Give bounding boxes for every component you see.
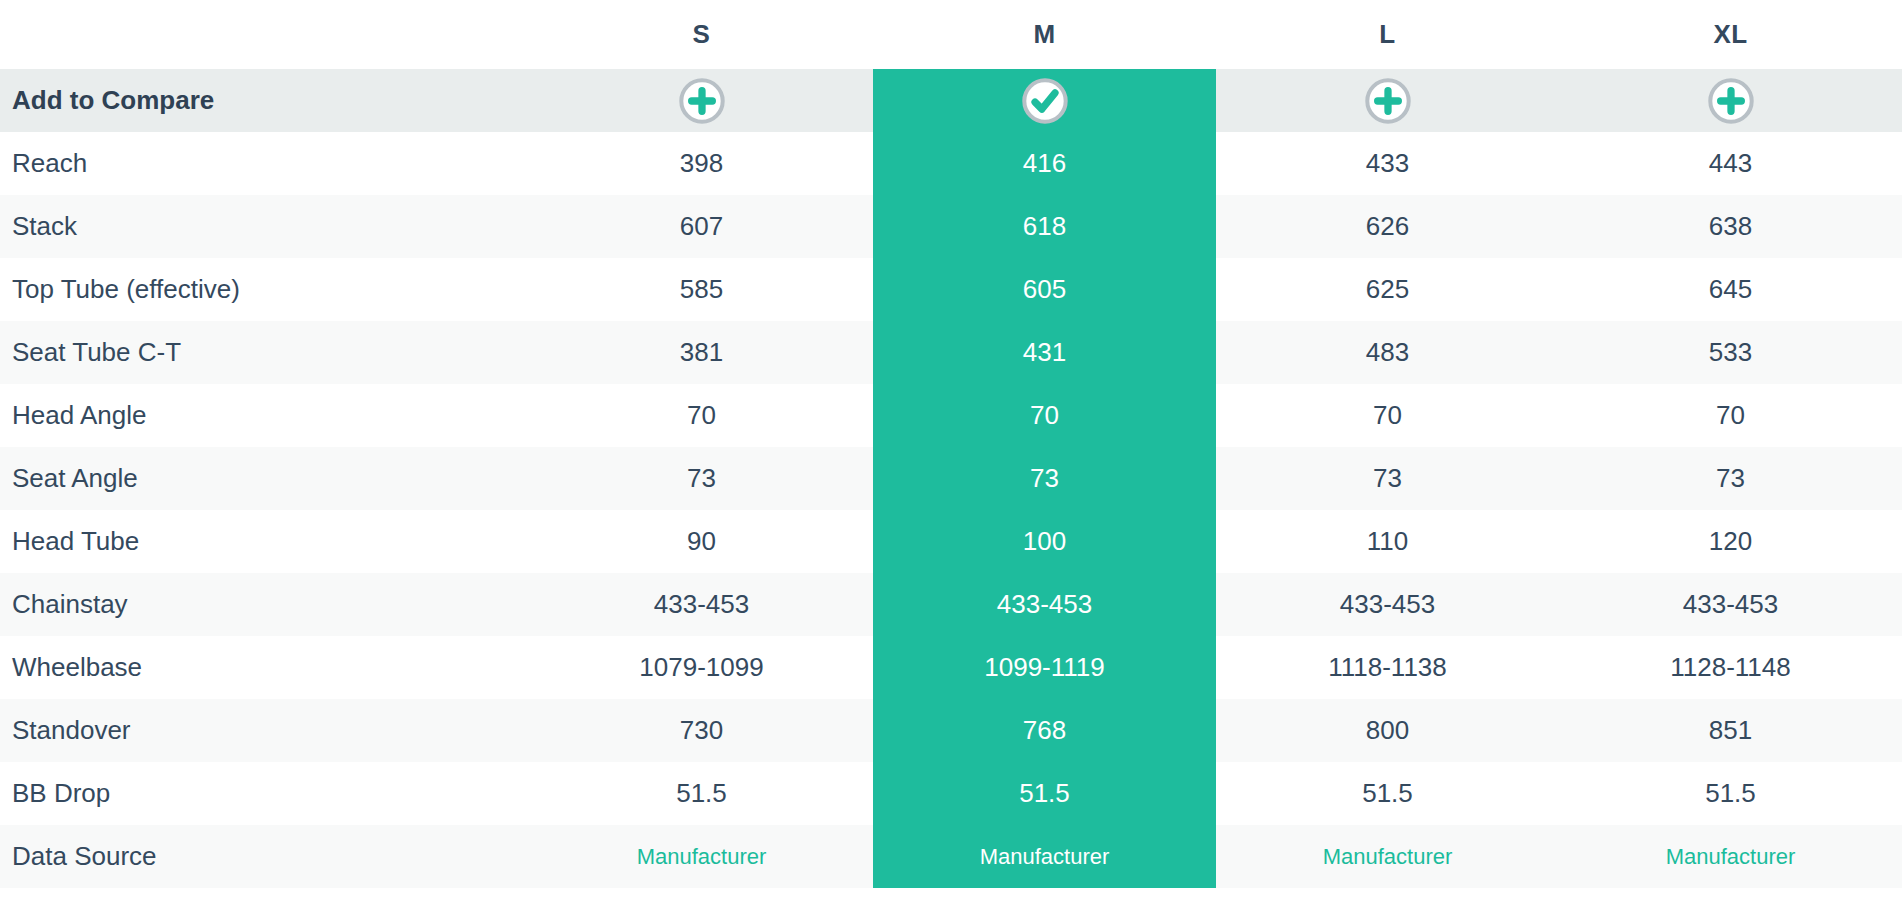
column-header-s: S: [530, 0, 873, 69]
value-cell: 730: [530, 699, 873, 762]
table-row: Seat Angle73737373: [0, 447, 1902, 510]
value-cell: 433-453: [530, 573, 873, 636]
value-cell: 638: [1559, 195, 1902, 258]
value-cell: 51.5: [873, 762, 1216, 825]
row-label: Wheelbase: [0, 636, 530, 699]
row-label: Standover: [0, 699, 530, 762]
table-row: Chainstay433-453433-453433-453433-453: [0, 573, 1902, 636]
row-label: Seat Tube C-T: [0, 321, 530, 384]
value-cell: 73: [530, 447, 873, 510]
data-source-cell: Manufacturer: [1216, 825, 1559, 888]
column-header-l: L: [1216, 0, 1559, 69]
value-cell: 618: [873, 195, 1216, 258]
value-cell: 73: [1216, 447, 1559, 510]
row-label: Data Source: [0, 825, 530, 888]
value-cell: 120: [1559, 510, 1902, 573]
row-label: Add to Compare: [0, 69, 530, 132]
value-cell: 110: [1216, 510, 1559, 573]
value-cell: 625: [1216, 258, 1559, 321]
table-row: Data Source Manufacturer Manufacturer Manuf…: [0, 825, 1902, 888]
value-cell: 70: [530, 384, 873, 447]
value-cell: 533: [1559, 321, 1902, 384]
value-cell: 1128-1148: [1559, 636, 1902, 699]
column-header-m: M: [873, 0, 1216, 69]
value-cell: 431: [873, 321, 1216, 384]
value-cell: 70: [1216, 384, 1559, 447]
table-row: Top Tube (effective)585605625645: [0, 258, 1902, 321]
value-cell: 768: [873, 699, 1216, 762]
table-row: BB Drop51.551.551.551.5: [0, 762, 1902, 825]
value-cell: 90: [530, 510, 873, 573]
value-cell: 51.5: [1559, 762, 1902, 825]
data-source-link[interactable]: Manufacturer: [1323, 844, 1453, 870]
add-to-compare-cell[interactable]: [1216, 69, 1559, 132]
data-source-link[interactable]: Manufacturer: [637, 844, 767, 870]
value-cell: 100: [873, 510, 1216, 573]
row-label: Seat Angle: [0, 447, 530, 510]
value-cell: 1099-1119: [873, 636, 1216, 699]
check-icon[interactable]: [1022, 78, 1068, 124]
table-row: Standover730768800851: [0, 699, 1902, 762]
value-cell: 51.5: [1216, 762, 1559, 825]
size-comparison-table: S M L XL Add to CompareReach398416433443…: [0, 0, 1902, 904]
value-cell: 483: [1216, 321, 1559, 384]
table-row: Head Angle70707070: [0, 384, 1902, 447]
data-source-cell: Manufacturer: [873, 825, 1216, 888]
value-cell: 800: [1216, 699, 1559, 762]
row-label: Reach: [0, 132, 530, 195]
row-label: Chainstay: [0, 573, 530, 636]
plus-icon[interactable]: [1708, 78, 1754, 124]
value-cell: 51.5: [530, 762, 873, 825]
value-cell: 607: [530, 195, 873, 258]
row-label: BB Drop: [0, 762, 530, 825]
table-body: Add to CompareReach398416433443Stack6076…: [0, 69, 1902, 888]
table-row: Reach398416433443: [0, 132, 1902, 195]
column-header-xl: XL: [1559, 0, 1902, 69]
value-cell: 433-453: [873, 573, 1216, 636]
table-row: Head Tube90100110120: [0, 510, 1902, 573]
value-cell: 585: [530, 258, 873, 321]
value-cell: 433: [1216, 132, 1559, 195]
size-header-row: S M L XL: [0, 0, 1902, 69]
value-cell: 1079-1099: [530, 636, 873, 699]
data-source-cell: Manufacturer: [530, 825, 873, 888]
selected-size-cell[interactable]: [873, 69, 1216, 132]
value-cell: 645: [1559, 258, 1902, 321]
value-cell: 73: [1559, 447, 1902, 510]
plus-icon[interactable]: [1365, 78, 1411, 124]
value-cell: 443: [1559, 132, 1902, 195]
row-label: Stack: [0, 195, 530, 258]
table-row: Wheelbase1079-10991099-11191118-11381128…: [0, 636, 1902, 699]
value-cell: 70: [873, 384, 1216, 447]
value-cell: 626: [1216, 195, 1559, 258]
value-cell: 433-453: [1559, 573, 1902, 636]
add-to-compare-cell[interactable]: [1559, 69, 1902, 132]
row-label: Head Tube: [0, 510, 530, 573]
header-spacer: [0, 0, 530, 69]
value-cell: 605: [873, 258, 1216, 321]
row-label: Head Angle: [0, 384, 530, 447]
table-row: Add to Compare: [0, 69, 1902, 132]
value-cell: 416: [873, 132, 1216, 195]
table-row: Stack607618626638: [0, 195, 1902, 258]
data-source-link[interactable]: Manufacturer: [1666, 844, 1796, 870]
value-cell: 381: [530, 321, 873, 384]
value-cell: 70: [1559, 384, 1902, 447]
value-cell: 851: [1559, 699, 1902, 762]
data-source-cell: Manufacturer: [1559, 825, 1902, 888]
value-cell: 398: [530, 132, 873, 195]
row-label: Top Tube (effective): [0, 258, 530, 321]
add-to-compare-cell[interactable]: [530, 69, 873, 132]
value-cell: 73: [873, 447, 1216, 510]
value-cell: 1118-1138: [1216, 636, 1559, 699]
value-cell: 433-453: [1216, 573, 1559, 636]
plus-icon[interactable]: [679, 78, 725, 124]
table-row: Seat Tube C-T381431483533: [0, 321, 1902, 384]
data-source-link[interactable]: Manufacturer: [980, 844, 1110, 870]
